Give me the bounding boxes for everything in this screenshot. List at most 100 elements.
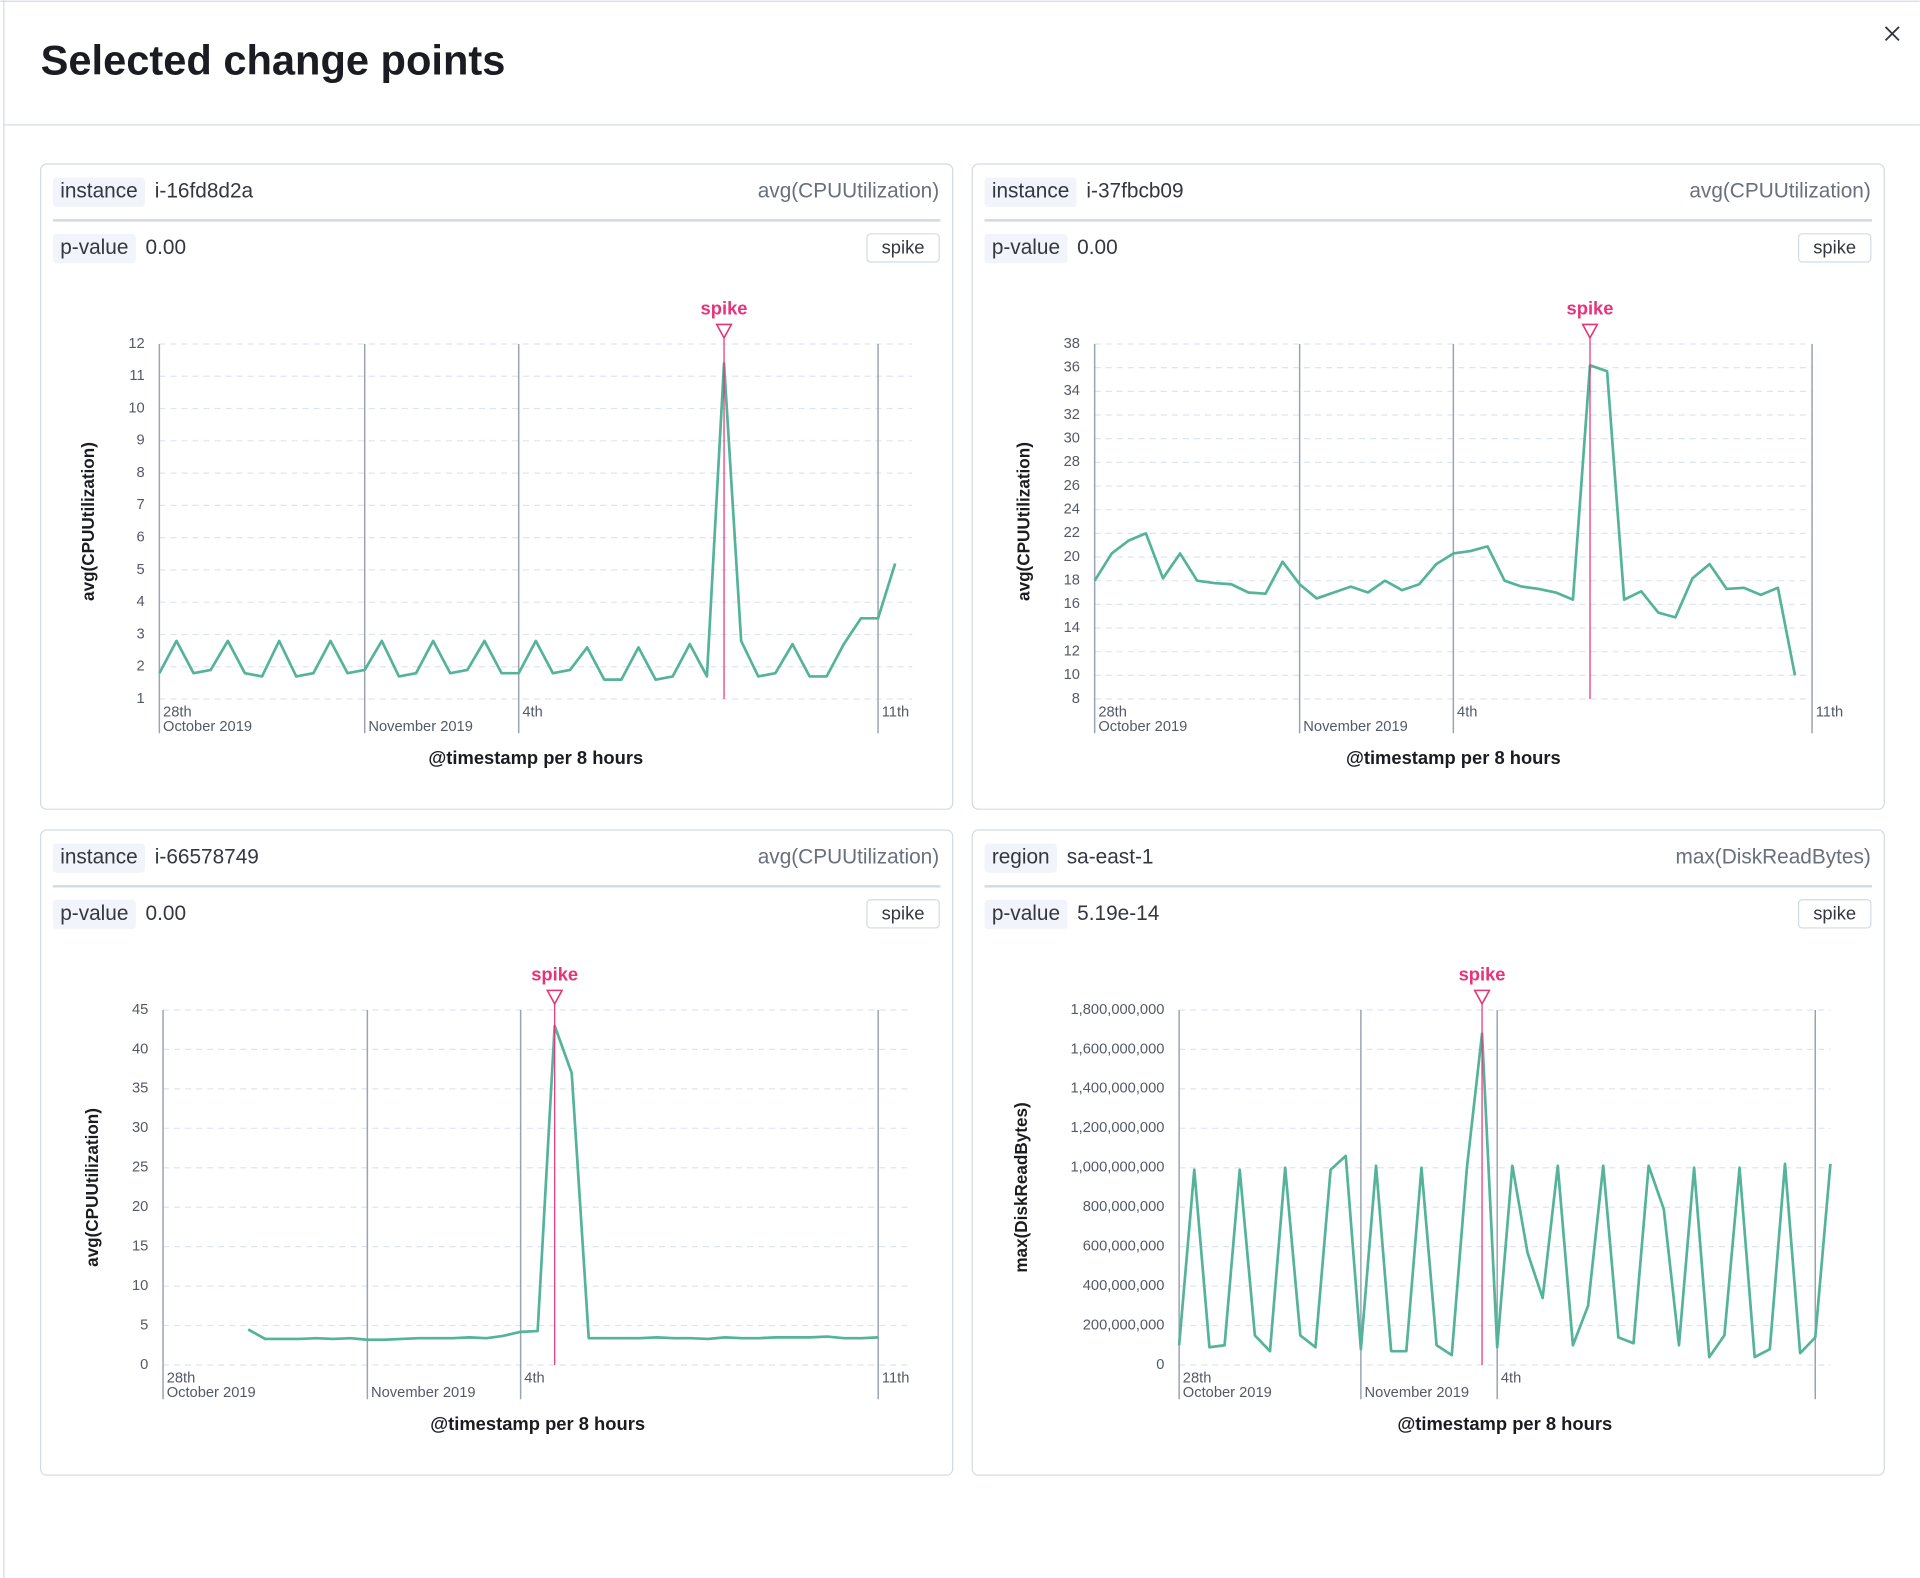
y-tick-label: 38	[1064, 336, 1080, 352]
y-tick-label: 35	[132, 1081, 148, 1097]
y-tick-label: 16	[1064, 596, 1080, 612]
y-tick-label: 32	[1064, 407, 1080, 423]
data-line	[158, 362, 897, 682]
field-value: i-66578749	[155, 846, 259, 869]
x-tick-label: 11th	[882, 1370, 910, 1386]
y-tick-label: 26	[1064, 478, 1080, 494]
y-tick-label: 10	[1064, 667, 1080, 683]
pvalue-badge	[984, 899, 1068, 930]
x-tick-label: 11th	[1816, 704, 1844, 720]
y-tick-label: 0	[140, 1357, 148, 1373]
type-badge	[1797, 899, 1872, 929]
metric-name: avg(CPUUtilization)	[758, 180, 939, 203]
field-name: instance	[60, 180, 137, 203]
x-tick-label: 28th October 2019	[1183, 1370, 1272, 1401]
y-tick-label: 200,000,000	[1083, 1317, 1165, 1333]
x-tick-label: November 2019	[1303, 719, 1408, 735]
field-name: region	[992, 846, 1050, 869]
y-tick-label: 14	[1064, 620, 1080, 636]
x-axis-label: @timestamp per 8 hours	[428, 747, 643, 768]
y-tick-label: 10	[132, 1278, 148, 1294]
annotation-label: spike	[1459, 964, 1506, 985]
field-value: i-37fbcb09	[1086, 180, 1183, 203]
field-badge	[984, 177, 1077, 207]
y-tick-label: 8	[1072, 691, 1080, 707]
x-tick-label: 4th	[524, 1370, 544, 1386]
panel-frame	[971, 829, 1885, 1476]
y-tick-label: 30	[1064, 431, 1080, 447]
annotation-marker	[545, 989, 564, 1006]
annotation-label: spike	[701, 298, 748, 319]
close-icon[interactable]	[1884, 26, 1900, 42]
y-axis-label: max(DiskReadBytes)	[1011, 1102, 1031, 1272]
pvalue: 5.19e-14	[1077, 902, 1159, 925]
type-badge	[1797, 233, 1872, 263]
y-tick-label: 36	[1064, 360, 1080, 376]
field-value: sa-east-1	[1067, 846, 1154, 869]
type-badge-label: spike	[1813, 902, 1856, 923]
pvalue-label: p-value	[60, 902, 128, 925]
flyout-title: Selected change points	[41, 37, 506, 84]
type-badge	[866, 233, 940, 263]
type-badge-label: spike	[882, 902, 925, 923]
data-line	[247, 1024, 879, 1342]
data-line	[1093, 363, 1797, 676]
y-tick-label: 12	[1064, 644, 1080, 660]
type-badge-label: spike	[882, 236, 925, 257]
y-tick-label: 3	[137, 626, 145, 642]
y-tick-label: 8	[137, 465, 145, 481]
x-axis-label: @timestamp per 8 hours	[430, 1413, 645, 1434]
y-tick-label: 1,800,000,000	[1071, 1002, 1165, 1018]
y-tick-label: 12	[128, 336, 144, 352]
y-tick-label: 1,000,000,000	[1071, 1160, 1165, 1176]
y-tick-label: 1,400,000,000	[1071, 1081, 1165, 1097]
x-tick-label: 11th	[882, 704, 910, 720]
x-tick-label: November 2019	[1365, 1385, 1470, 1401]
x-axis-label: @timestamp per 8 hours	[1397, 1413, 1612, 1434]
y-tick-label: 5	[140, 1317, 148, 1333]
x-axis-label: @timestamp per 8 hours	[1346, 747, 1561, 768]
y-tick-label: 600,000,000	[1083, 1239, 1165, 1255]
x-tick-label: 28th October 2019	[163, 704, 252, 735]
y-tick-label: 9	[137, 433, 145, 449]
x-tick-label: 28th October 2019	[167, 1370, 256, 1401]
annotation-marker	[1581, 323, 1599, 340]
y-tick-label: 34	[1064, 383, 1080, 399]
y-tick-label: 45	[132, 1002, 148, 1018]
pvalue-label: p-value	[60, 236, 128, 259]
annotation-marker	[1473, 989, 1491, 1006]
y-tick-label: 40	[132, 1041, 148, 1057]
y-tick-label: 25	[132, 1160, 148, 1176]
field-value: i-16fd8d2a	[155, 180, 254, 203]
annotation-label: spike	[531, 964, 578, 985]
y-tick-label: 7	[137, 497, 145, 513]
metric-name: max(DiskReadBytes)	[1675, 846, 1870, 869]
y-tick-label: 18	[1064, 573, 1080, 589]
y-tick-label: 1,600,000,000	[1071, 1041, 1165, 1057]
y-axis-label: avg(CPUUtilization)	[82, 1108, 102, 1267]
field-badge	[984, 843, 1057, 873]
field-badge	[52, 177, 146, 207]
y-tick-label: 30	[132, 1120, 148, 1136]
y-tick-label: 15	[132, 1239, 148, 1255]
y-tick-label: 400,000,000	[1083, 1278, 1165, 1294]
annotation-marker	[715, 323, 733, 340]
y-tick-label: 22	[1064, 525, 1080, 541]
pvalue: 0.00	[1077, 236, 1117, 259]
y-tick-label: 10	[128, 400, 144, 416]
y-tick-label: 5	[137, 562, 145, 578]
chart: 0 200,000,000 400,000,000 600,000,000 800,00…	[1011, 964, 1832, 1434]
panel: instance i-66578749 avg(CPUUtilization) p-v…	[40, 829, 954, 1476]
metric-name: avg(CPUUtilization)	[758, 846, 939, 869]
pvalue: 0.00	[146, 902, 186, 925]
pvalue-badge	[52, 233, 136, 264]
y-tick-label: 20	[132, 1199, 148, 1215]
close-button[interactable]	[1884, 26, 1900, 42]
y-tick-label: 11	[129, 368, 144, 384]
metric-name: avg(CPUUtilization)	[1689, 180, 1870, 203]
pvalue-badge	[984, 233, 1068, 264]
pvalue-label: p-value	[992, 902, 1060, 925]
x-tick-label: November 2019	[371, 1385, 476, 1401]
